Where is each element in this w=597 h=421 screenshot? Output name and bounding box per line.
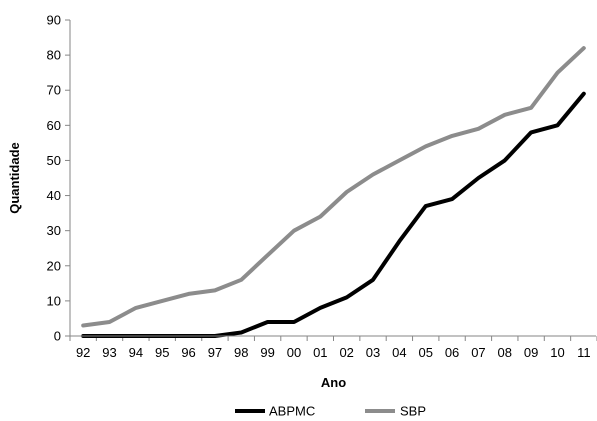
x-tick-label: 03 (366, 345, 380, 360)
y-tick-label: 70 (47, 83, 61, 98)
y-tick-label: 80 (47, 48, 61, 63)
x-tick-label: 93 (102, 345, 116, 360)
x-tick-label: 04 (392, 345, 406, 360)
y-tick-label: 10 (47, 293, 61, 308)
x-axis-title: Ano (321, 375, 346, 390)
x-tick-label: 94 (129, 345, 143, 360)
series-line-abpmc (81, 91, 586, 338)
y-tick-label: 90 (47, 13, 61, 28)
x-tick-label: 08 (498, 345, 512, 360)
x-tick-label: 06 (445, 345, 459, 360)
x-tick-label: 11 (577, 345, 591, 360)
y-axis-title: Quantidade (7, 142, 22, 214)
y-tick-label: 20 (47, 258, 61, 273)
x-tick-label: 92 (76, 345, 90, 360)
series-layer (81, 46, 586, 338)
x-tick-label: 98 (234, 345, 248, 360)
x-tick-label: 00 (287, 345, 301, 360)
x-tick-label: 99 (260, 345, 274, 360)
x-tick-label: 96 (181, 345, 195, 360)
y-tick-label: 50 (47, 153, 61, 168)
x-tick-label: 05 (418, 345, 432, 360)
x-tick-label: 01 (313, 345, 327, 360)
y-tick-label: 40 (47, 188, 61, 203)
x-tick-label: 07 (471, 345, 485, 360)
y-tick-label: 30 (47, 223, 61, 238)
x-tick-label: 09 (524, 345, 538, 360)
x-tick-label: 02 (339, 345, 353, 360)
x-tick-label: 97 (208, 345, 222, 360)
legend-label-abpmc: ABPMC (269, 404, 315, 419)
legend: ABPMC SBP (235, 404, 426, 419)
x-tick-label: 95 (155, 345, 169, 360)
y-tick-label: 60 (47, 118, 61, 133)
y-tick-label: 0 (54, 329, 61, 344)
legend-label-sbp: SBP (400, 404, 426, 419)
y-axis-ticks: 0 10 20 30 40 50 60 70 80 90 (47, 13, 70, 344)
x-axis-ticks: 92 93 94 95 96 97 98 99 00 01 02 03 04 05 06 07 08 09 10 11 (69, 336, 597, 360)
x-tick-label: 10 (550, 345, 564, 360)
series-line-sbp (81, 46, 586, 328)
